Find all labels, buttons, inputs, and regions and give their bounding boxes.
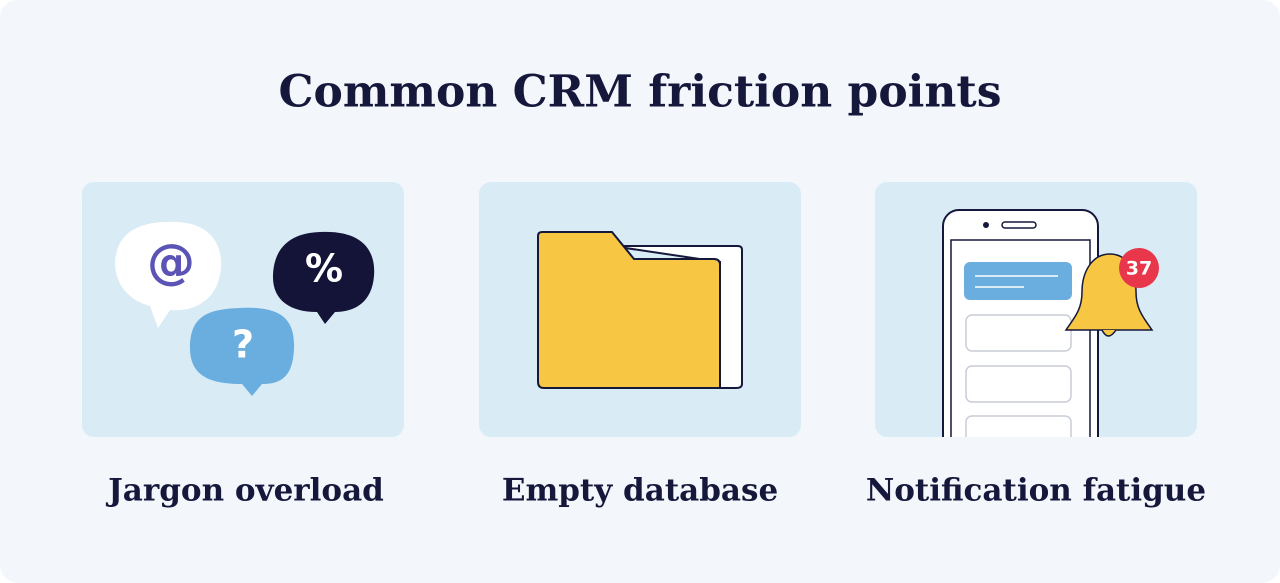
folder-icon	[537, 231, 743, 389]
symbol: %	[305, 247, 343, 291]
jargon-icon: @ % ?	[115, 221, 375, 396]
badge-count: 37	[1126, 258, 1152, 280]
card-label: Jargon overload	[105, 473, 384, 509]
symbol: @	[147, 234, 195, 290]
card-label: Notification fatigue	[866, 473, 1206, 509]
card-label: Empty database	[502, 473, 778, 509]
title: Common CRM friction points	[279, 67, 1002, 118]
bell-icon	[1064, 248, 1159, 337]
symbol: ?	[232, 323, 254, 367]
phone-icon	[942, 209, 1099, 437]
